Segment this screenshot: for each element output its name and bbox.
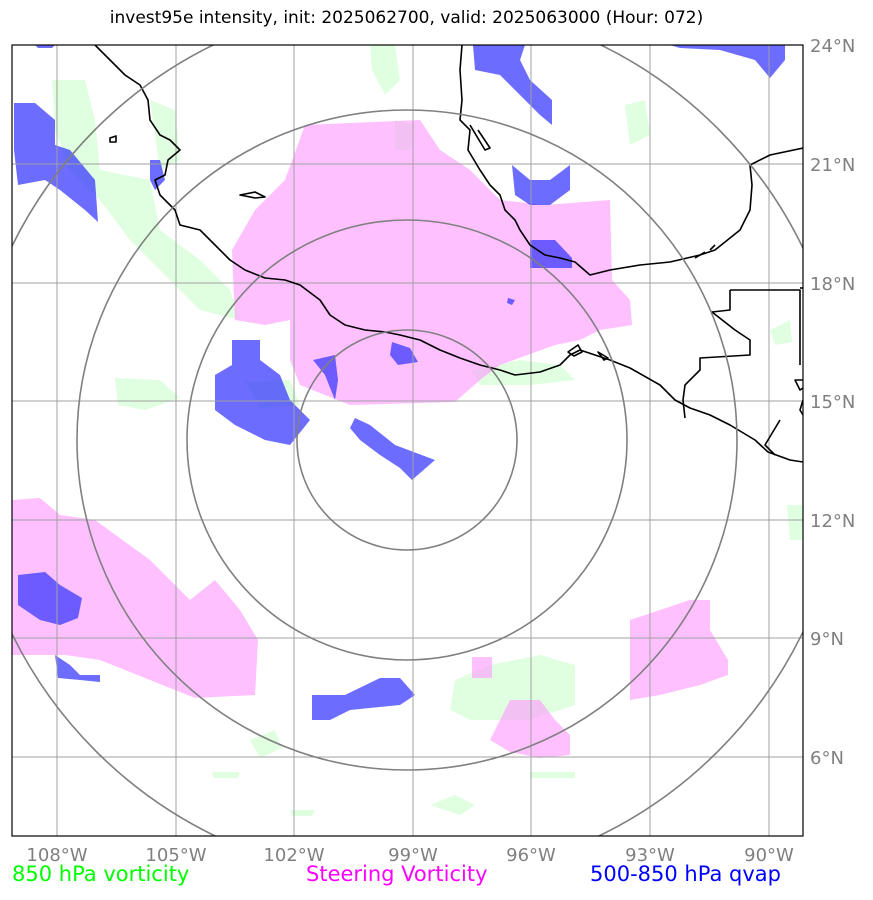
y-tick-15n: 15°N — [810, 392, 855, 413]
y-tick-24n: 24°N — [810, 36, 855, 57]
y-tick-labels: 24°N 21°N 18°N 15°N 12°N 9°N 6°N — [810, 36, 855, 769]
x-tick-105w: 105°W — [145, 845, 206, 866]
x-tick-99w: 99°W — [388, 845, 438, 866]
map-title: invest95e intensity, init: 2025062700, v… — [109, 8, 704, 28]
range-rings — [12, 45, 803, 836]
graticule — [12, 45, 803, 836]
x-tick-90w: 90°W — [744, 845, 794, 866]
y-tick-6n: 6°N — [810, 748, 844, 769]
legend-qvap: 500-850 hPa qvap — [590, 862, 781, 886]
steering-vorticity-field — [12, 120, 728, 758]
plot-frame — [11, 44, 804, 837]
qvap-field — [14, 45, 785, 720]
x-tick-108w: 108°W — [26, 845, 87, 866]
legend-steering-vorticity: Steering Vorticity — [306, 862, 488, 886]
legend-850-vorticity: 850 hPa vorticity — [12, 862, 190, 886]
x-tick-labels: 108°W 105°W 102°W 99°W 96°W 93°W 90°W — [26, 845, 794, 866]
x-tick-96w: 96°W — [506, 845, 556, 866]
y-tick-9n: 9°N — [810, 629, 844, 650]
x-tick-102w: 102°W — [263, 845, 324, 866]
y-tick-21n: 21°N — [810, 155, 855, 176]
y-tick-12n: 12°N — [810, 511, 855, 532]
y-tick-18n: 18°N — [810, 274, 855, 295]
x-tick-93w: 93°W — [625, 845, 675, 866]
